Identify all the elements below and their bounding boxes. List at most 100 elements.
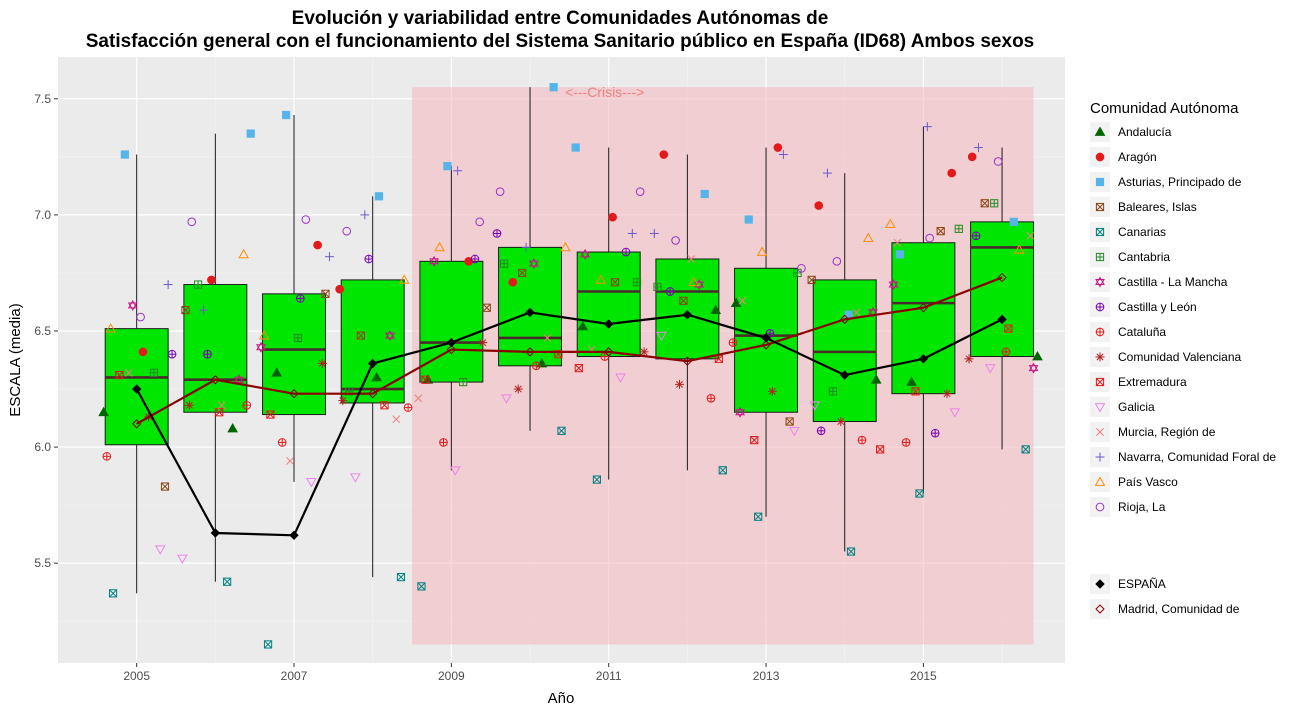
legend: Comunidad Autónoma Andalucía Aragón Asturi… [1090, 100, 1276, 619]
legend-label: Cantabria [1118, 250, 1170, 264]
box [970, 221, 1035, 358]
point-rioja-la-2015 [925, 233, 935, 243]
point-castilla-y-leon-2005 [167, 349, 177, 359]
series-canarias [108, 426, 1030, 649]
point-navarra-comunidad-foral-de-2011 [627, 228, 637, 238]
point-pais-vasco-2014 [862, 232, 874, 242]
series-galicia [154, 331, 996, 565]
legend-marker-baleares-islas [1095, 202, 1105, 212]
series-pais-vasco [105, 218, 1025, 340]
series-cantabria [149, 199, 999, 396]
point-castilla-la-mancha-2016 [1028, 362, 1039, 374]
point-andalucia-2013 [730, 297, 742, 307]
point-castilla-la-mancha-2008 [385, 330, 395, 342]
point-comunidad-valenciana-2013 [767, 386, 777, 396]
point-navarra-comunidad-foral-de-2008 [360, 210, 370, 220]
point-espana-2014 [840, 370, 850, 380]
point-castilla-la-mancha-2013 [735, 406, 746, 418]
y-axis-label: ESCALA (media) [7, 303, 24, 416]
point-rioja-la-2008 [342, 226, 352, 236]
chart-title-line2: Satisfacción general con el funcionamien… [86, 31, 1035, 52]
point-cataluna-2016 [1001, 347, 1011, 357]
point-baleares-islas-2015 [936, 227, 945, 236]
legend-item-baleares-islas: Baleares, Islas [1090, 197, 1197, 217]
point-pais-vasco-2015 [884, 218, 896, 229]
point-comunidad-valenciana-2014 [836, 417, 846, 427]
point-rioja-la-2014 [832, 256, 842, 266]
point-castilla-y-leon-2015 [930, 428, 940, 438]
point-comunidad-valenciana-2009 [478, 338, 488, 348]
boxplot-2015 [891, 126, 956, 494]
point-castilla-y-leon-2011 [621, 247, 631, 257]
point-cantabria-2005 [149, 368, 159, 377]
point-extremadura-2008 [380, 401, 389, 410]
point-navarra-comunidad-foral-de-2007 [324, 252, 334, 262]
series-rioja-la [136, 157, 1003, 322]
point-comunidad-valenciana-2016 [964, 354, 974, 364]
series-extremadura [115, 324, 1013, 454]
point-aragon-2005 [138, 347, 148, 357]
point-aragon-2015 [947, 168, 957, 178]
point-pais-vasco-2006 [238, 248, 250, 259]
point-comunidad-valenciana-2008 [338, 396, 348, 406]
point-galicia-2014 [809, 401, 821, 411]
point-cataluna-2009 [439, 438, 448, 447]
x-tick-label: 2015 [910, 669, 937, 683]
legend-label: Navarra, Comunidad Foral de [1118, 450, 1276, 464]
point-madrid-comunidad-de-2014 [840, 314, 850, 325]
point-andalucia-2007 [271, 367, 283, 377]
point-extremadura-2015 [911, 387, 920, 396]
legend-item-galicia: Galicia [1090, 397, 1155, 417]
legend-label: Andalucía [1118, 125, 1172, 139]
point-cataluna-2006 [242, 400, 252, 410]
legend-item-cataluna: Cataluña [1090, 322, 1166, 342]
point-castilla-la-mancha-2006 [234, 374, 244, 386]
point-navarra-comunidad-foral-de-2010 [521, 242, 531, 252]
y-tick-label: 6.5 [34, 324, 51, 338]
point-pais-vasco-2013 [756, 246, 768, 256]
point-murcia-region-de-2009 [414, 394, 423, 403]
point-castilla-y-leon-2012 [665, 287, 675, 296]
point-navarra-comunidad-foral-de-2005 [163, 280, 173, 290]
legend-label: Extremadura [1118, 375, 1187, 389]
box [891, 242, 956, 395]
point-pais-vasco-2016 [1014, 244, 1025, 254]
boxplot-2011 [576, 147, 641, 480]
point-extremadura-2007 [266, 410, 275, 419]
point-navarra-comunidad-foral-de-2006 [199, 305, 209, 315]
point-murcia-region-de-2015 [893, 238, 902, 247]
point-espana-2013 [761, 333, 771, 343]
point-murcia-region-de-2008 [392, 415, 401, 424]
point-navarra-comunidad-foral-de-2015 [922, 122, 932, 132]
legend-marker-espana [1095, 579, 1105, 589]
chart-title-line1: Evolución y variabilidad entre Comunidad… [292, 8, 829, 29]
point-comunidad-valenciana-2006 [184, 400, 194, 410]
point-castilla-y-leon-2010 [492, 229, 502, 238]
point-navarra-comunidad-foral-de-2014 [822, 168, 832, 178]
legend-label: Rioja, La [1118, 500, 1166, 514]
point-castilla-y-leon-2007 [295, 294, 305, 303]
point-asturias-principado-de-2010 [549, 83, 558, 92]
point-espana-2006 [210, 528, 221, 538]
legend-item-pais-vasco: País Vasco [1090, 472, 1178, 492]
legend-item-rioja-la: Rioja, La [1090, 497, 1166, 517]
legend-marker-extremadura [1095, 377, 1105, 387]
point-castilla-la-mancha-2009 [429, 255, 439, 267]
legend-marker-galicia [1094, 403, 1106, 413]
point-cantabria-2011 [632, 278, 642, 287]
legend-label: Galicia [1118, 400, 1155, 414]
trend-lines [131, 272, 1007, 541]
point-castilla-y-leon-2013 [765, 328, 775, 338]
box [419, 260, 484, 383]
point-castilla-la-mancha-2011 [580, 248, 591, 260]
point-castilla-y-leon-2016 [971, 231, 981, 241]
legend-label: Castilla - La Mancha [1118, 275, 1228, 289]
legend-marker-cataluna [1095, 327, 1105, 337]
point-asturias-principado-de-2005 [120, 150, 129, 159]
point-cataluna-2007 [277, 438, 287, 447]
point-espana-2005 [131, 384, 142, 394]
legend-marker-castilla-y-leon [1095, 302, 1105, 312]
point-baleares-islas-2016 [980, 199, 989, 208]
point-extremadura-2013 [750, 436, 759, 445]
point-asturias-principado-de-2015 [895, 250, 904, 259]
